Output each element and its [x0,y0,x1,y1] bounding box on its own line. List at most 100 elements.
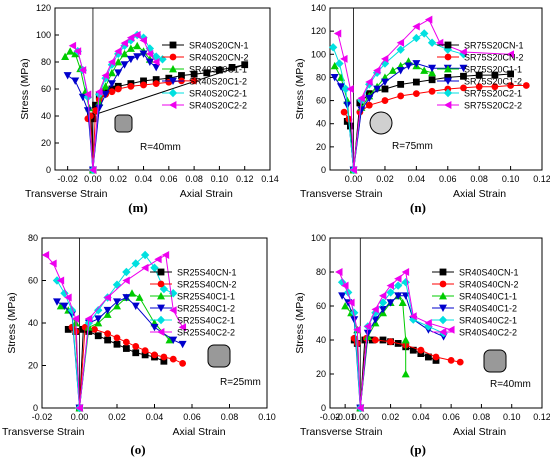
data-point [122,345,130,352]
data-point [120,39,128,48]
data-point [340,108,348,116]
data-point [330,74,339,82]
data-point [160,357,168,365]
data-point [412,33,421,43]
data-point [398,298,407,306]
data-point [365,94,374,103]
legend-marker [169,77,177,85]
legend: SR40S20CN-1 SR40S20CN-2 SR40S20C1-1 SR40S20… [162,41,249,111]
y-tick-label: 80 [316,72,326,82]
series-line [337,18,511,171]
legend-entry: SR25S40C2-2 [177,328,235,338]
data-point [61,52,70,60]
legend-entry: SR40S20C2-1 [189,89,247,99]
data-point [64,325,72,333]
data-point [190,70,198,78]
series-SR40S20C1-1 [61,41,154,174]
data-point [122,267,131,277]
section-icon [207,344,231,368]
data-point [425,353,432,361]
legend-marker [169,101,177,109]
data-point [159,284,169,294]
legend-marker [439,304,447,312]
legend-entry: SR40S20CN-1 [189,41,249,51]
x-tick-label: -0.01 [335,412,356,422]
data-point [132,342,140,350]
data-point [350,308,359,317]
x-tick-label: 0.10 [502,174,520,184]
data-point [78,93,87,102]
data-point [396,45,405,54]
x-tick-label: 0.10 [503,412,521,422]
x-tick-label: 0.04 [408,174,426,184]
data-point [103,293,112,302]
data-point [152,58,160,66]
data-point [447,357,455,364]
data-point [507,70,514,78]
plot-frame [329,7,543,171]
data-point [60,302,69,310]
data-point [386,299,395,307]
x-tick-label: 0.08 [221,412,239,422]
data-point [346,85,354,93]
legend-entry: SR40S40C1-1 [459,292,517,302]
data-point [158,55,167,64]
legend-entry: SR75S20C1-2 [464,77,522,87]
series-SR75S20C2-2 [333,15,514,174]
data-point [152,76,160,83]
data-point [128,289,136,297]
data-point [107,68,116,77]
y-tick-label: 140 [311,3,326,13]
data-point [178,323,187,332]
data-point [356,404,364,412]
legend-entry: SR40S40C2-1 [459,316,517,326]
legend-marker [169,53,177,61]
data-point [394,274,402,283]
chart-p: 0 20 40 60 80 100 0.00 0.02 0.04 0.06 0.08 0.10 0.12… [294,233,550,457]
data-point [381,97,389,104]
section-radius-label: R=40mm [140,142,181,153]
data-point [216,66,223,74]
data-point [126,44,135,52]
data-point [357,106,366,114]
panel-label: (p) [410,442,426,457]
data-point [333,29,342,38]
series-SR75S20C2-1 [328,29,468,175]
y-tick-label: 80 [28,233,38,243]
data-point [397,80,405,88]
y-tick-label: 20 [316,142,326,152]
x-tick-label: -0.02 [320,412,341,422]
data-point [126,55,135,64]
data-point [379,306,387,314]
data-point [145,49,154,58]
data-point [139,36,147,45]
data-point [379,291,387,300]
data-point [372,336,379,344]
data-point [420,66,429,74]
data-point [141,351,149,359]
data-point [71,314,80,323]
legend-entry: SR75S20CN-1 [464,41,524,51]
section-icon [483,349,507,373]
data-point [380,78,389,87]
legend-marker [168,88,178,98]
data-point [412,22,420,31]
data-point [88,166,97,174]
legend-marker [157,268,165,276]
data-point [120,61,129,69]
x-tick-label: 0.04 [146,412,164,422]
legend-marker [156,315,166,325]
y-tick-label: 80 [316,267,326,277]
panel-label: (n) [410,200,426,215]
y-axis-title: Stress (MPa) [294,292,306,353]
legend-marker [443,88,453,98]
y-tick-label: 100 [311,49,326,59]
data-point [145,44,155,53]
data-point [428,68,437,77]
data-point [104,336,112,344]
data-point [179,359,187,367]
data-point [140,250,150,260]
data-point [141,347,149,355]
data-point [178,340,187,349]
chart-n: 0 20 40 60 80 100 120 140 0.00 0.02 0.04 0.06 0.08 0.… [294,3,550,215]
